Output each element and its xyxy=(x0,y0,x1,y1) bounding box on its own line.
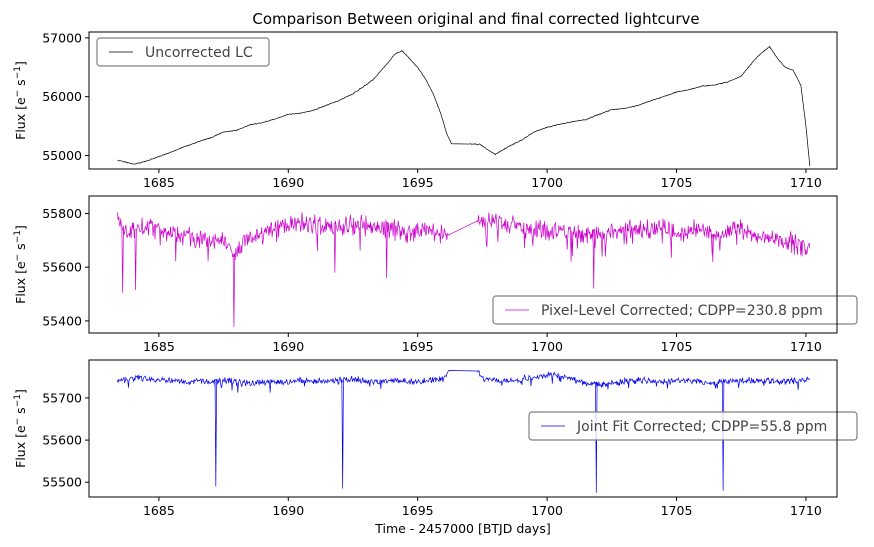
series-line-2 xyxy=(117,212,811,327)
series-line-3 xyxy=(117,370,811,493)
y-tick-label: 56000 xyxy=(42,89,82,104)
x-tick-label: 1705 xyxy=(661,175,693,190)
y-axis-label-part: s xyxy=(13,79,28,90)
y-axis-label-part: s xyxy=(13,407,28,418)
legend-label: Joint Fit Corrected; CDPP=55.8 ppm xyxy=(576,419,827,435)
y-axis-label-part: ] xyxy=(13,225,28,230)
y-axis-label-part: −1 xyxy=(13,230,23,243)
y-axis-label-part: −1 xyxy=(13,394,23,407)
y-tick-label: 55600 xyxy=(42,433,82,448)
y-axis-label-part: ] xyxy=(13,61,28,66)
y-axis-label-part: Flux [e xyxy=(13,425,28,468)
x-tick-label: 1685 xyxy=(143,175,175,190)
axes-frame xyxy=(88,31,838,170)
legend-1: Uncorrected LC xyxy=(96,37,270,67)
y-tick-label: 55600 xyxy=(42,260,82,275)
panel-2: Pixel-Level Corrected; CDPP=230.8 ppm 168… xyxy=(13,195,858,354)
x-tick-label: 1695 xyxy=(402,175,434,190)
y-axis-label-part: ] xyxy=(13,389,28,394)
axes-frame xyxy=(88,359,838,498)
x-tick-label: 1710 xyxy=(790,339,822,354)
y-tick-label: 55400 xyxy=(42,313,82,328)
legend-label: Uncorrected LC xyxy=(145,45,253,61)
x-tick-label: 1695 xyxy=(402,339,434,354)
y-axis-label-part: Flux [e xyxy=(13,97,28,140)
chart-title: Comparison Between original and final co… xyxy=(252,10,699,28)
legend-box xyxy=(96,37,270,67)
x-tick-label: 1685 xyxy=(143,339,175,354)
x-tick-label: 1685 xyxy=(143,503,175,518)
y-axis-label-part: − xyxy=(13,418,23,426)
y-axis-label-part: − xyxy=(13,90,23,98)
x-tick-label: 1695 xyxy=(402,503,434,518)
axes-frame xyxy=(88,195,838,334)
legend-3: Joint Fit Corrected; CDPP=55.8 ppm xyxy=(528,411,858,441)
panel-1: Uncorrected LC 1685 1690 1695 1700 1705 1710 55… xyxy=(13,30,838,190)
y-axis-label: Flux [e− s−1] xyxy=(13,225,28,304)
y-axis-label-part: Flux [e xyxy=(13,261,28,304)
x-tick-label: 1705 xyxy=(661,503,693,518)
y-axis-label-part: s xyxy=(13,243,28,254)
y-tick-label: 57000 xyxy=(42,30,82,45)
y-tick-label: 55000 xyxy=(42,148,82,163)
y-tick-label: 55500 xyxy=(42,475,82,490)
y-axis-label: Flux [e− s−1] xyxy=(13,61,28,140)
x-tick-label: 1690 xyxy=(272,339,304,354)
x-tick-label: 1705 xyxy=(661,339,693,354)
y-tick-label: 55800 xyxy=(42,206,82,221)
x-tick-label: 1700 xyxy=(531,339,563,354)
y-axis-label-part: − xyxy=(13,254,23,262)
x-tick-label: 1700 xyxy=(531,175,563,190)
legend-label: Pixel-Level Corrected; CDPP=230.8 ppm xyxy=(541,303,823,319)
panels: Uncorrected LC 1685 1690 1695 1700 1705 1710 55… xyxy=(13,30,858,536)
x-axis-label: Time - 2457000 [BTJD days] xyxy=(374,521,550,536)
y-tick-label: 55700 xyxy=(42,390,82,405)
legend-2: Pixel-Level Corrected; CDPP=230.8 ppm xyxy=(492,295,858,325)
legend-box xyxy=(492,295,858,325)
x-tick-label: 1690 xyxy=(272,175,304,190)
y-axis-label-part: −1 xyxy=(13,66,23,79)
y-axis-label: Flux [e− s−1] xyxy=(13,389,28,468)
x-tick-label: 1710 xyxy=(790,175,822,190)
series-line-1 xyxy=(117,45,811,167)
x-tick-label: 1700 xyxy=(531,503,563,518)
x-tick-label: 1710 xyxy=(790,503,822,518)
panel-3: Joint Fit Corrected; CDPP=55.8 ppm 1685 16… xyxy=(13,359,858,536)
x-tick-label: 1690 xyxy=(272,503,304,518)
legend-box xyxy=(528,411,858,441)
